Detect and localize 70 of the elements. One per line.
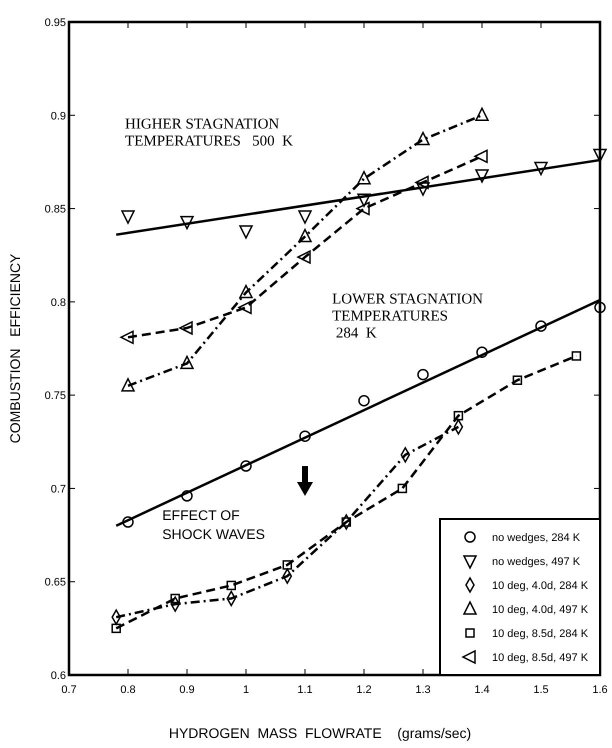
point [111, 624, 121, 634]
point [475, 169, 489, 183]
annotation: EFFECT OF SHOCK WAVES [162, 507, 265, 542]
x-tick-label: 0.8 [120, 684, 136, 696]
point [226, 580, 236, 590]
x-tick-label: 1.4 [474, 684, 490, 696]
x-tick-label: 1.2 [356, 684, 372, 696]
x-tick-label: 1.5 [533, 684, 549, 696]
point [593, 148, 607, 162]
point [417, 368, 429, 380]
point [170, 594, 180, 604]
y-tick-label: 0.65 [44, 576, 66, 589]
point [474, 150, 488, 164]
point [181, 490, 193, 502]
point [512, 375, 522, 385]
annotation: LOWER STAGNATION TEMPERATURES 284 K [332, 292, 484, 342]
legend-label: 10 deg, 8.5d, 497 K [492, 652, 589, 664]
point [120, 330, 134, 344]
point [358, 394, 370, 406]
x-tick-label: 1.3 [415, 684, 431, 696]
y-tick-label: 0.7 [50, 483, 66, 496]
legend-label: 10 deg, 8.5d, 284 K [492, 628, 589, 640]
y-tick-label: 0.8 [50, 296, 66, 309]
point [121, 378, 135, 392]
legend-label: no wedges, 284 K [492, 532, 581, 544]
point [297, 250, 311, 264]
point [454, 410, 464, 420]
legend-label: no wedges, 497 K [492, 556, 581, 568]
point [357, 170, 371, 184]
x-tick-label: 1.6 [592, 684, 608, 696]
y-tick-label: 0.95 [44, 17, 66, 29]
point [299, 430, 311, 442]
point [475, 108, 489, 122]
x-tick-label: 0.7 [61, 684, 77, 696]
point [416, 182, 430, 196]
legend-label: 10 deg, 4.0d, 497 K [492, 604, 589, 616]
point [342, 517, 352, 527]
annotation: HIGHER STAGNATION TEMPERATURES 500 K [125, 116, 294, 150]
y-tick-label: 0.9 [50, 110, 66, 122]
y-axis-title: COMBUSTION EFFICIENCY [7, 252, 23, 444]
point [180, 216, 194, 230]
point [476, 346, 488, 358]
x-axis-title: HYDROGEN MASS FLOWRATE (grams/sec) [168, 725, 472, 741]
point [357, 193, 371, 207]
x-tick-label: 1.1 [297, 684, 313, 696]
point [180, 356, 194, 370]
point [572, 351, 582, 361]
point [122, 516, 134, 528]
point [298, 228, 312, 242]
point [594, 302, 606, 314]
point [415, 176, 429, 190]
x-tick-label: 0.9 [179, 684, 195, 696]
point [356, 202, 370, 216]
point [416, 132, 430, 146]
point [240, 460, 252, 472]
x-tick-label: 1 [242, 684, 250, 696]
point [238, 300, 252, 314]
point [298, 210, 312, 224]
y-tick-label: 0.6 [50, 670, 66, 682]
point [239, 284, 253, 298]
y-tick-label: 0.85 [44, 204, 66, 216]
point [239, 225, 253, 239]
point [534, 162, 548, 176]
point [282, 560, 292, 570]
point [398, 484, 408, 494]
point [535, 320, 547, 332]
legend-label: 10 deg, 4.0d, 284 K [492, 580, 589, 592]
y-tick-label: 0.75 [44, 390, 66, 402]
point [121, 210, 135, 224]
point [179, 321, 193, 335]
